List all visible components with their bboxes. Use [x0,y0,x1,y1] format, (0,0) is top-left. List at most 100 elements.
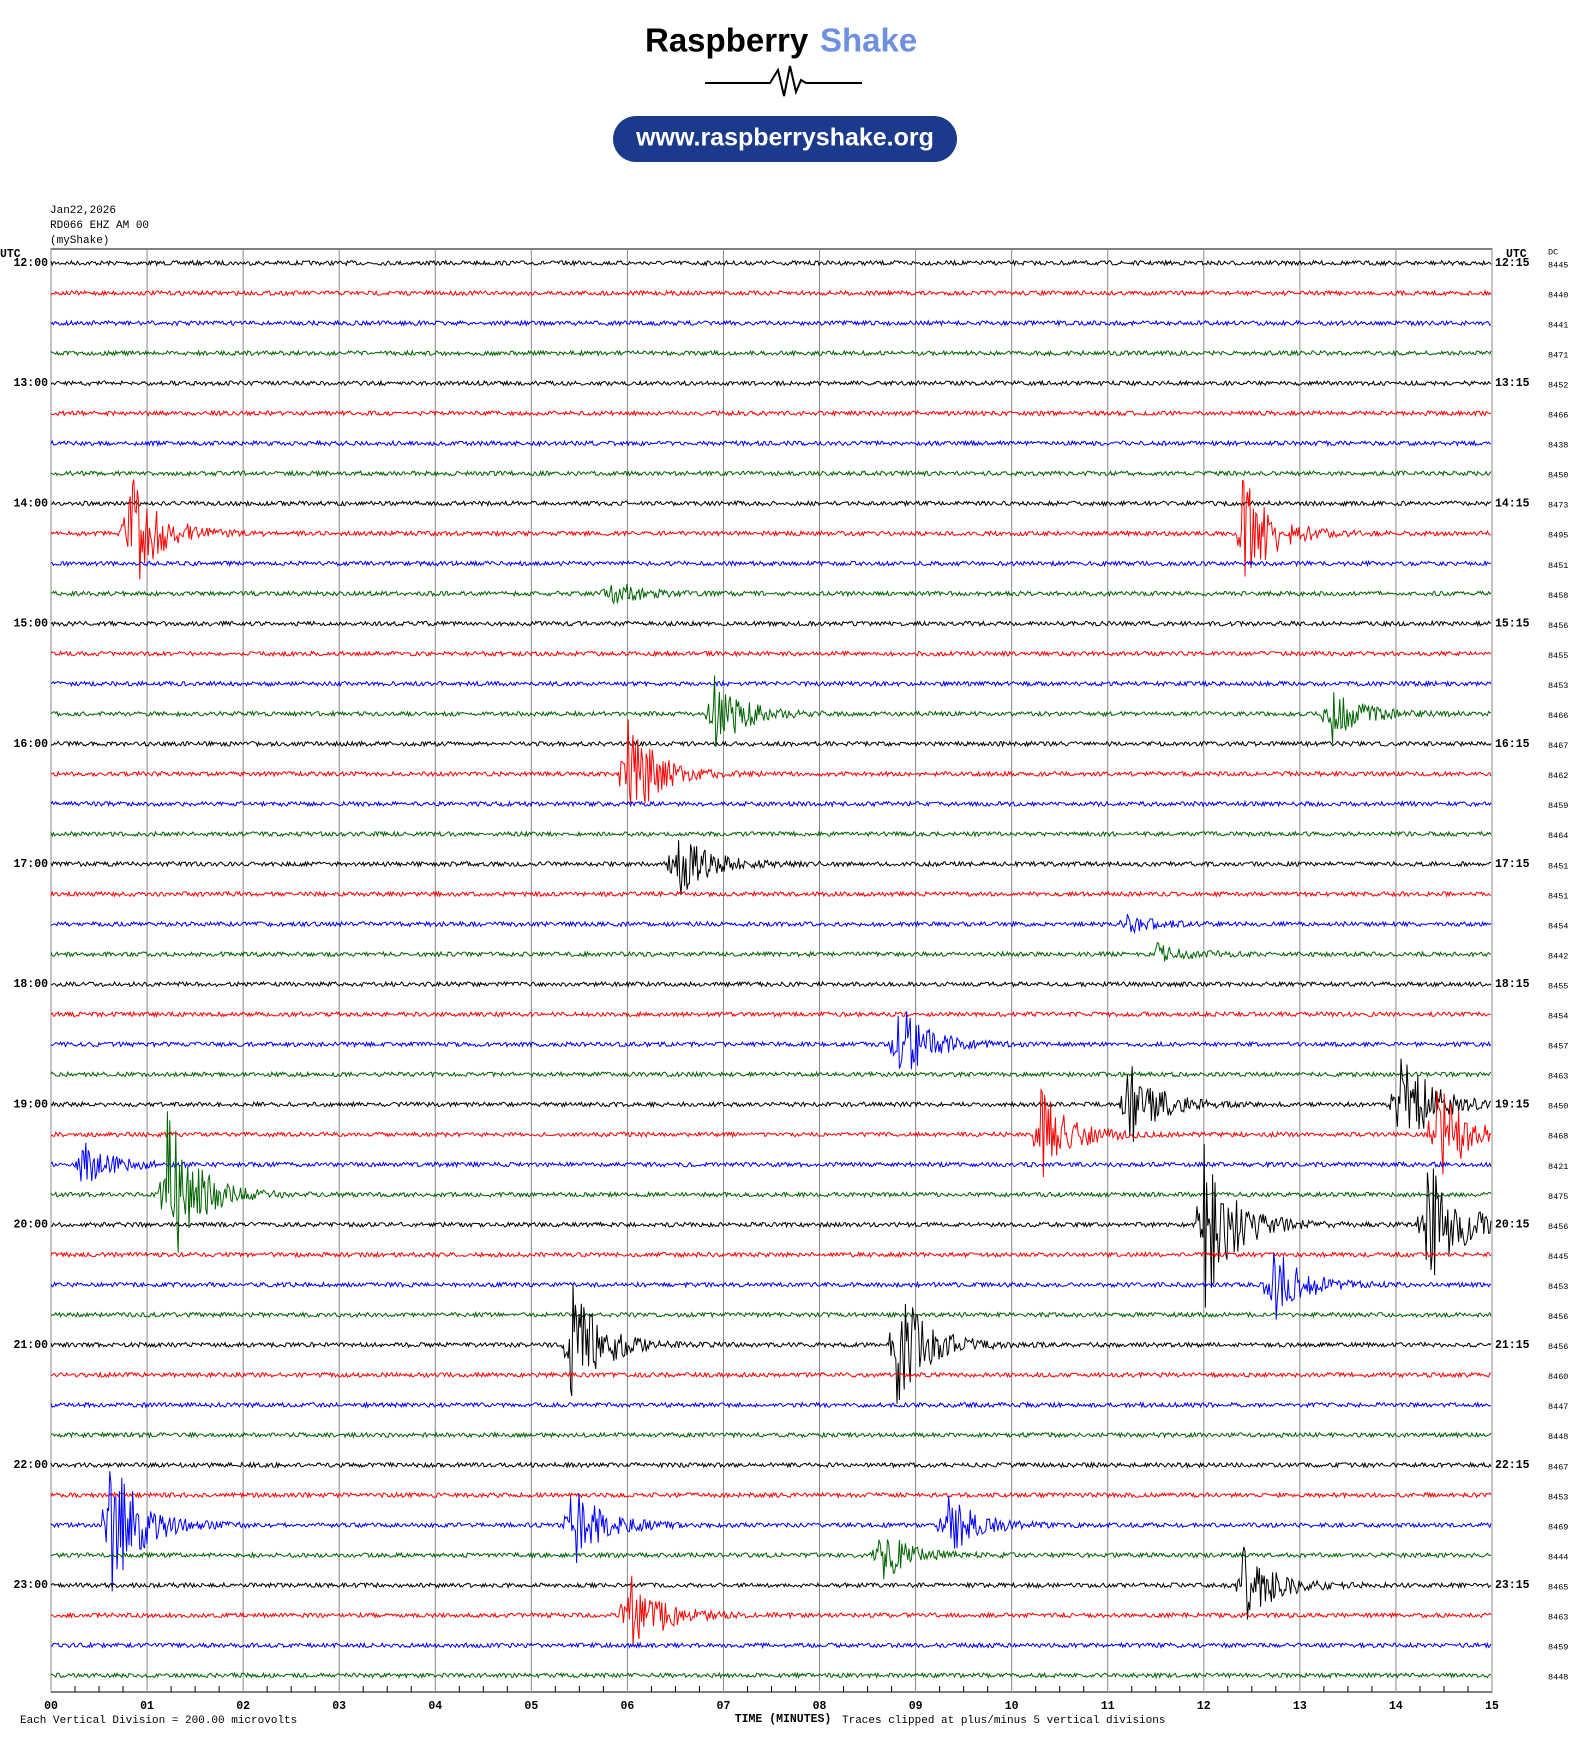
trace [50,739,1492,748]
dc-value: 8466 [1548,411,1568,421]
dc-value: 8469 [1548,1522,1568,1532]
trace [50,719,1492,805]
dc-value: 8454 [1548,921,1568,931]
trace [50,1491,1492,1499]
trace [50,799,1492,808]
brand-primary: Raspberry [645,22,809,59]
x-tick-label: 11 [1101,1700,1115,1713]
dc-value: 8475 [1548,1192,1568,1202]
x-tick-label: 12 [1197,1700,1211,1713]
dc-value: 8456 [1548,621,1568,631]
right-time-label: 18:15 [1495,978,1530,991]
dc-value: 8458 [1548,591,1568,601]
clip-note: Traces clipped at plus/minus 5 vertical … [842,1715,1165,1727]
trace [50,1252,1492,1320]
x-tick-label: 07 [717,1700,731,1713]
right-time-label: 23:15 [1495,1579,1530,1592]
right-time-label: 15:15 [1495,618,1530,631]
dc-value: 8467 [1548,741,1568,751]
trace [50,890,1492,898]
trace [50,942,1492,962]
dc-value: 8454 [1548,1012,1568,1022]
dc-value: 8451 [1548,861,1568,871]
trace [50,1671,1492,1680]
right-time-label: 20:15 [1495,1219,1530,1232]
brand-secondary: Shake [820,22,917,59]
x-axis-title: TIME (MINUTES) [735,1713,832,1726]
x-tick-label: 00 [44,1700,58,1713]
dc-value: 8448 [1548,1432,1568,1442]
right-time-label: 21:15 [1495,1339,1530,1352]
dc-value: 8457 [1548,1042,1568,1052]
dc-value: 8438 [1548,441,1568,451]
dc-value: 8453 [1548,1492,1568,1502]
trace [50,1143,1492,1308]
x-tick-label: 02 [236,1700,250,1713]
logo-wave [705,65,862,97]
x-tick-label: 13 [1293,1700,1307,1713]
right-time-label: 13:15 [1495,377,1530,390]
dc-value: 8456 [1548,1312,1568,1322]
x-tick-label: 04 [428,1700,442,1713]
trace [50,1371,1492,1379]
trace [50,840,1492,896]
trace [50,1400,1492,1409]
right-time-label: 12:15 [1495,257,1530,270]
trace [50,1471,1492,1592]
left-time-label: 18:00 [13,978,48,991]
trace [50,469,1492,478]
x-tick-label: 15 [1485,1700,1499,1713]
dc-value: 8447 [1548,1402,1568,1412]
left-time-label: 21:00 [13,1339,48,1352]
trace [50,980,1492,989]
trace [50,1283,1492,1404]
trace [50,1011,1492,1070]
dc-value: 8459 [1548,801,1568,811]
left-time-label: 23:00 [13,1579,48,1592]
trace [50,379,1491,388]
x-tick-label: 09 [909,1700,923,1713]
dc-value: 8450 [1548,1102,1568,1112]
left-time-label: 16:00 [13,738,48,751]
trace [50,1070,1492,1079]
division-note: Each Vertical Division = 200.00 microvol… [20,1715,297,1727]
url: www.raspberryshake.org [635,124,934,152]
left-time-label: 13:00 [13,377,48,390]
dc-value: 8455 [1548,651,1568,661]
trace [50,1431,1492,1439]
dc-value: 8445 [1548,1252,1568,1262]
left-time-label: 17:00 [13,858,48,871]
left-time-label: 20:00 [13,1219,48,1232]
trace [50,675,1492,747]
left-time-label: 12:00 [13,257,48,270]
channel: RD066 EHZ AM 00 [50,220,149,232]
dc-value: 8421 [1548,1162,1568,1172]
trace [50,1575,1492,1646]
dc-value: 8455 [1548,981,1568,991]
trace [50,289,1492,297]
x-tick-label: 03 [332,1700,346,1713]
trace [50,679,1492,688]
left-time-label: 14:00 [13,497,48,510]
dc-value: 8453 [1548,681,1568,691]
trace [50,1546,1492,1620]
dc-value: 8451 [1548,561,1568,571]
trace [50,649,1492,658]
dc-value: 8460 [1548,1372,1568,1382]
trace [50,1461,1492,1469]
left-axis-title: UTC [0,248,21,261]
dc-value: 8473 [1548,501,1568,511]
trace [50,439,1492,448]
right-time-label: 22:15 [1495,1459,1530,1472]
left-time-label: 19:00 [13,1098,48,1111]
dc-value: 8459 [1548,1643,1568,1653]
dc-value: 8467 [1548,1462,1568,1472]
trace [50,319,1492,328]
trace [50,1142,1492,1182]
trace [50,1088,1492,1178]
trace [50,1058,1492,1142]
dc-title: DC [1548,247,1558,257]
right-time-label: 14:15 [1495,497,1530,510]
dc-value: 8453 [1548,1282,1568,1292]
right-time-label: 16:15 [1495,738,1530,751]
